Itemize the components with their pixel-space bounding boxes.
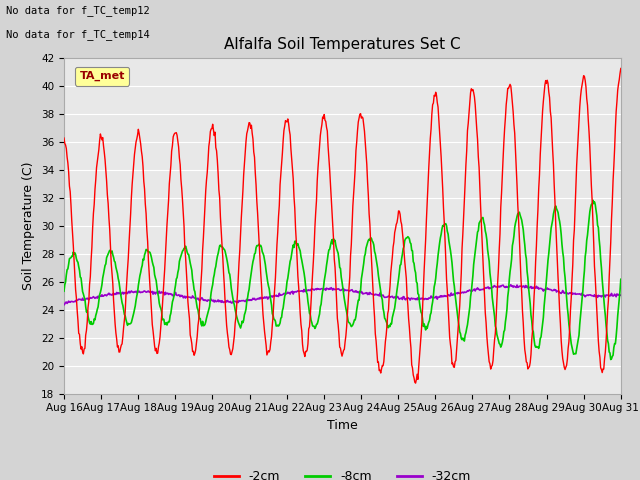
-32cm <box>214 298 221 304</box>
-8cm <box>426 312 434 318</box>
-2cm <box>410 375 418 381</box>
-8cm <box>127 320 135 325</box>
-32cm <box>70 299 78 305</box>
-32cm <box>60 302 68 308</box>
-2cm <box>412 380 419 386</box>
-2cm <box>184 299 192 305</box>
-8cm <box>410 261 418 266</box>
Title: Alfalfa Soil Temperatures Set C: Alfalfa Soil Temperatures Set C <box>224 37 461 52</box>
-2cm <box>70 258 78 264</box>
Line: -8cm: -8cm <box>64 200 621 360</box>
Line: -2cm: -2cm <box>64 69 621 383</box>
-2cm <box>214 157 221 163</box>
-2cm <box>60 135 68 141</box>
-8cm <box>617 276 625 282</box>
-32cm <box>184 294 192 300</box>
X-axis label: Time: Time <box>327 419 358 432</box>
Y-axis label: Soil Temperature (C): Soil Temperature (C) <box>22 161 35 290</box>
-8cm <box>60 288 68 294</box>
-32cm <box>410 296 418 301</box>
-8cm <box>184 251 192 257</box>
-8cm <box>607 357 614 362</box>
-2cm <box>428 126 435 132</box>
-32cm <box>426 295 434 301</box>
Legend: -2cm, -8cm, -32cm: -2cm, -8cm, -32cm <box>209 465 476 480</box>
-32cm <box>127 288 135 294</box>
Text: No data for f_TC_temp14: No data for f_TC_temp14 <box>6 29 150 40</box>
Line: -32cm: -32cm <box>64 285 621 305</box>
-32cm <box>507 282 515 288</box>
-2cm <box>127 195 135 201</box>
-8cm <box>589 197 596 203</box>
-32cm <box>617 292 625 298</box>
-2cm <box>617 66 625 72</box>
-8cm <box>70 252 78 257</box>
-8cm <box>214 253 221 259</box>
Text: No data for f_TC_temp12: No data for f_TC_temp12 <box>6 5 150 16</box>
